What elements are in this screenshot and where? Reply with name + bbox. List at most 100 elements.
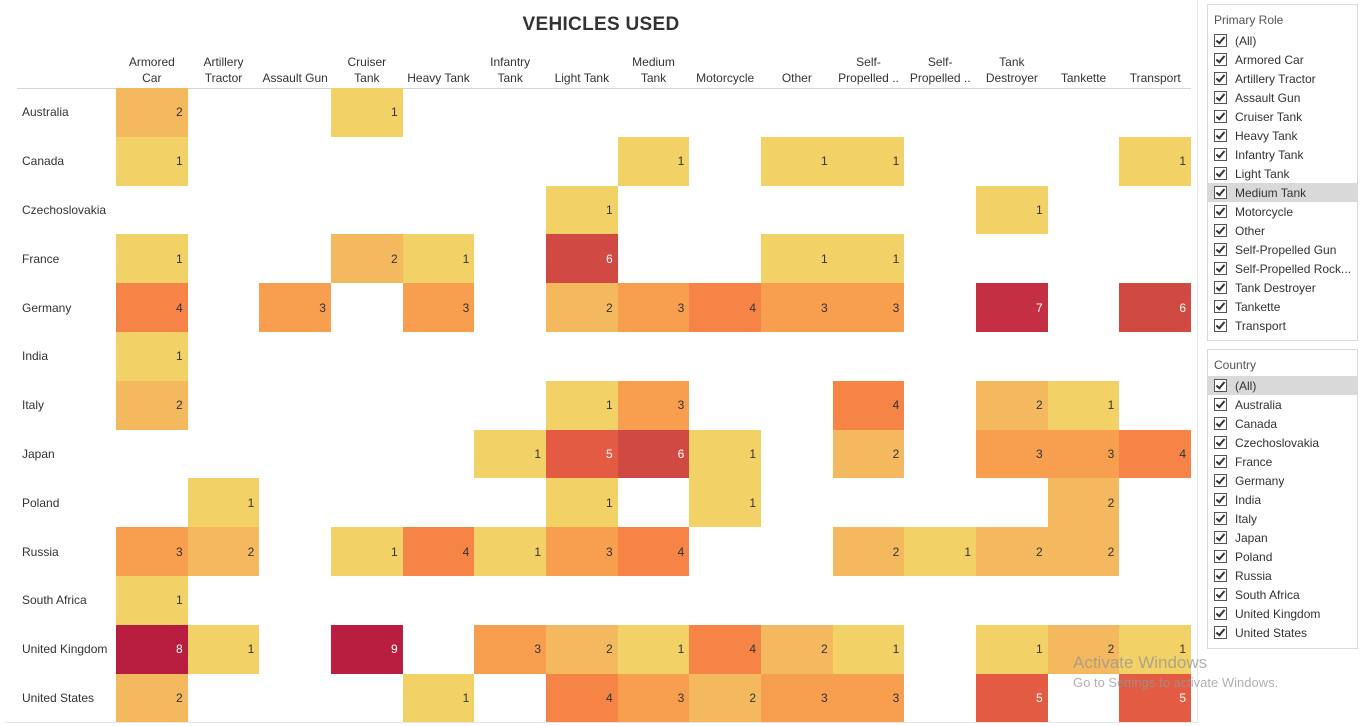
primary-role-option-all[interactable]: (All): [1208, 31, 1357, 50]
heatmap-cell-russia-10[interactable]: 2: [832, 527, 905, 576]
heatmap-cell-germany-2[interactable]: 3: [259, 283, 331, 332]
heatmap-cell-italy-12[interactable]: 2: [976, 380, 1048, 430]
country-option-all[interactable]: (All): [1208, 376, 1357, 395]
heatmap-cell-india-0[interactable]: 1: [116, 332, 188, 381]
primary-role-option-armored-car[interactable]: Armored Car: [1208, 50, 1357, 69]
heatmap-cell-japan-13[interactable]: 3: [1047, 429, 1120, 479]
checkbox-checked-icon[interactable]: [1214, 281, 1227, 294]
checkbox-checked-icon[interactable]: [1214, 224, 1227, 237]
heatmap-cell-france-0[interactable]: 1: [116, 234, 188, 284]
checkbox-checked-icon[interactable]: [1214, 626, 1227, 639]
heatmap-cell-canada-14[interactable]: 1: [1119, 136, 1192, 186]
heatmap-cell-czechoslovakia-6[interactable]: 1: [546, 185, 618, 235]
heatmap-cell-germany-6[interactable]: 2: [546, 283, 618, 332]
heatmap-cell-united-kingdom-13[interactable]: 2: [1047, 624, 1120, 674]
heatmap-cell-italy-10[interactable]: 4: [832, 380, 905, 430]
checkbox-checked-icon[interactable]: [1214, 110, 1227, 123]
heatmap-cell-united-kingdom-0[interactable]: 8: [116, 624, 188, 674]
checkbox-checked-icon[interactable]: [1214, 186, 1227, 199]
heatmap-cell-russia-1[interactable]: 2: [187, 527, 260, 576]
heatmap-cell-poland-1[interactable]: 1: [187, 478, 260, 528]
checkbox-checked-icon[interactable]: [1214, 607, 1227, 620]
heatmap-cell-germany-10[interactable]: 3: [832, 283, 905, 332]
heatmap-cell-united-kingdom-5[interactable]: 3: [474, 624, 546, 674]
heatmap-cell-united-kingdom-12[interactable]: 1: [976, 624, 1048, 674]
country-option-italy[interactable]: Italy: [1208, 509, 1357, 528]
country-option-czechoslovakia[interactable]: Czechoslovakia: [1208, 433, 1357, 452]
heatmap-cell-australia-3[interactable]: 1: [331, 88, 403, 137]
checkbox-checked-icon[interactable]: [1214, 72, 1227, 85]
heatmap-cell-france-4[interactable]: 1: [402, 234, 475, 284]
heatmap-cell-france-3[interactable]: 2: [331, 234, 403, 284]
heatmap-cell-france-10[interactable]: 1: [832, 234, 905, 284]
heatmap-cell-germany-7[interactable]: 3: [617, 283, 690, 332]
heatmap-cell-united-kingdom-9[interactable]: 2: [761, 624, 833, 674]
checkbox-checked-icon[interactable]: [1214, 300, 1227, 313]
heatmap-cell-france-9[interactable]: 1: [761, 234, 833, 284]
heatmap-cell-united-kingdom-7[interactable]: 1: [617, 624, 690, 674]
primary-role-option-self-propelled-rock[interactable]: Self-Propelled Rock...: [1208, 259, 1357, 278]
checkbox-checked-icon[interactable]: [1214, 569, 1227, 582]
heatmap-cell-australia-0[interactable]: 2: [116, 88, 188, 137]
checkbox-checked-icon[interactable]: [1214, 53, 1227, 66]
country-option-south-africa[interactable]: South Africa: [1208, 585, 1357, 604]
heatmap-cell-united-kingdom-10[interactable]: 1: [832, 624, 905, 674]
primary-role-option-light-tank[interactable]: Light Tank: [1208, 164, 1357, 183]
country-option-germany[interactable]: Germany: [1208, 471, 1357, 490]
primary-role-option-motorcycle[interactable]: Motorcycle: [1208, 202, 1357, 221]
heatmap-cell-czechoslovakia-12[interactable]: 1: [976, 185, 1048, 235]
country-option-canada[interactable]: Canada: [1208, 414, 1357, 433]
heatmap-cell-russia-7[interactable]: 4: [617, 527, 690, 576]
heatmap-cell-united-kingdom-6[interactable]: 2: [546, 624, 618, 674]
checkbox-checked-icon[interactable]: [1214, 129, 1227, 142]
country-option-russia[interactable]: Russia: [1208, 566, 1357, 585]
checkbox-checked-icon[interactable]: [1214, 34, 1227, 47]
checkbox-checked-icon[interactable]: [1214, 262, 1227, 275]
checkbox-checked-icon[interactable]: [1214, 205, 1227, 218]
heatmap-cell-united-kingdom-3[interactable]: 9: [331, 624, 403, 674]
heatmap-cell-united-states-6[interactable]: 4: [546, 673, 618, 723]
country-option-poland[interactable]: Poland: [1208, 547, 1357, 566]
primary-role-option-tank-destroyer[interactable]: Tank Destroyer: [1208, 278, 1357, 297]
primary-role-option-other[interactable]: Other: [1208, 221, 1357, 240]
heatmap-cell-canada-10[interactable]: 1: [832, 136, 905, 186]
heatmap-cell-russia-3[interactable]: 1: [331, 527, 403, 576]
heatmap-cell-italy-0[interactable]: 2: [116, 380, 188, 430]
heatmap-cell-russia-11[interactable]: 1: [904, 527, 977, 576]
heatmap-cell-russia-6[interactable]: 3: [546, 527, 618, 576]
heatmap-cell-germany-12[interactable]: 7: [976, 283, 1048, 332]
heatmap-cell-canada-7[interactable]: 1: [617, 136, 690, 186]
checkbox-checked-icon[interactable]: [1214, 417, 1227, 430]
checkbox-checked-icon[interactable]: [1214, 550, 1227, 563]
checkbox-checked-icon[interactable]: [1214, 531, 1227, 544]
heatmap-cell-united-states-0[interactable]: 2: [116, 673, 188, 723]
checkbox-checked-icon[interactable]: [1214, 436, 1227, 449]
checkbox-checked-icon[interactable]: [1214, 588, 1227, 601]
heatmap-cell-united-states-4[interactable]: 1: [402, 673, 475, 723]
checkbox-checked-icon[interactable]: [1214, 493, 1227, 506]
heatmap-cell-united-kingdom-8[interactable]: 4: [689, 624, 762, 674]
heatmap-cell-italy-6[interactable]: 1: [546, 380, 618, 430]
heatmap-cell-germany-0[interactable]: 4: [116, 283, 188, 332]
heatmap-cell-japan-12[interactable]: 3: [976, 429, 1048, 479]
heatmap-cell-poland-8[interactable]: 1: [689, 478, 762, 528]
country-option-united-kingdom[interactable]: United Kingdom: [1208, 604, 1357, 623]
heatmap-cell-japan-8[interactable]: 1: [689, 429, 762, 479]
primary-role-option-tankette[interactable]: Tankette: [1208, 297, 1357, 316]
heatmap-cell-united-states-12[interactable]: 5: [976, 673, 1048, 723]
primary-role-option-infantry-tank[interactable]: Infantry Tank: [1208, 145, 1357, 164]
primary-role-option-heavy-tank[interactable]: Heavy Tank: [1208, 126, 1357, 145]
heatmap-cell-russia-0[interactable]: 3: [116, 527, 188, 576]
heatmap-cell-germany-4[interactable]: 3: [402, 283, 475, 332]
heatmap-cell-germany-8[interactable]: 4: [689, 283, 762, 332]
heatmap-cell-russia-12[interactable]: 2: [976, 527, 1048, 576]
heatmap-cell-united-states-10[interactable]: 3: [832, 673, 905, 723]
heatmap-cell-poland-13[interactable]: 2: [1047, 478, 1120, 528]
checkbox-checked-icon[interactable]: [1214, 474, 1227, 487]
checkbox-checked-icon[interactable]: [1214, 167, 1227, 180]
heatmap-cell-italy-7[interactable]: 3: [617, 380, 690, 430]
checkbox-checked-icon[interactable]: [1214, 512, 1227, 525]
heatmap-cell-russia-5[interactable]: 1: [474, 527, 546, 576]
country-option-united-states[interactable]: United States: [1208, 623, 1357, 642]
checkbox-checked-icon[interactable]: [1214, 455, 1227, 468]
